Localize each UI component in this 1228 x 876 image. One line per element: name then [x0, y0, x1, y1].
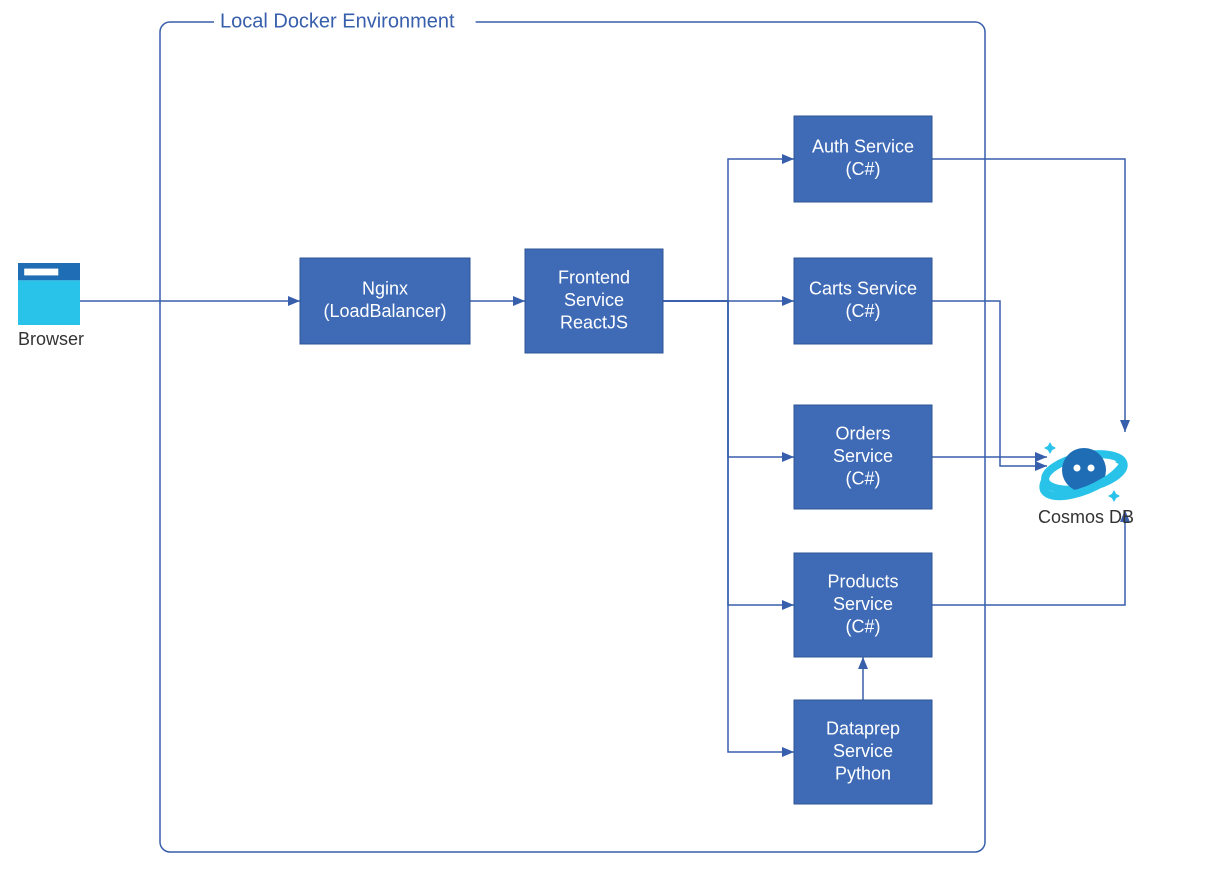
node-frontend-label: Frontend	[558, 267, 630, 287]
node-frontend-label: ReactJS	[560, 312, 628, 332]
node-products-label: Service	[833, 594, 893, 614]
architecture-diagram: Local Docker Environment Cosmos DB Nginx(L…	[0, 0, 1228, 876]
node-carts-label: Carts Service	[809, 279, 917, 299]
node-nginx-label: Nginx	[362, 279, 408, 299]
browser-icon	[18, 263, 80, 325]
cosmosdb-label: Cosmos DB	[1038, 507, 1134, 527]
node-dataprep-label: Service	[833, 741, 893, 761]
connector-frontend-auth	[663, 159, 794, 301]
connector-carts-cosmos	[932, 301, 1047, 466]
node-products-label: Products	[827, 571, 898, 591]
node-orders-label: Service	[833, 446, 893, 466]
node-orders-label: Orders	[835, 423, 890, 443]
node-auth-label: (C#)	[846, 159, 881, 179]
node-carts-label: (C#)	[846, 301, 881, 321]
node-auth-label: Auth Service	[812, 137, 914, 157]
connector-auth-cosmos	[932, 159, 1125, 432]
container-title: Local Docker Environment	[220, 10, 455, 32]
node-dataprep-label: Python	[835, 763, 891, 783]
node-nginx-label: (LoadBalancer)	[323, 301, 446, 321]
browser-label: Browser	[18, 329, 84, 349]
cosmosdb-icon	[1042, 442, 1128, 502]
node-dataprep-label: Dataprep	[826, 718, 900, 738]
connector-frontend-dataprep	[663, 301, 794, 752]
node-orders-label: (C#)	[846, 468, 881, 488]
node-products-label: (C#)	[846, 616, 881, 636]
node-frontend-label: Service	[564, 290, 624, 310]
